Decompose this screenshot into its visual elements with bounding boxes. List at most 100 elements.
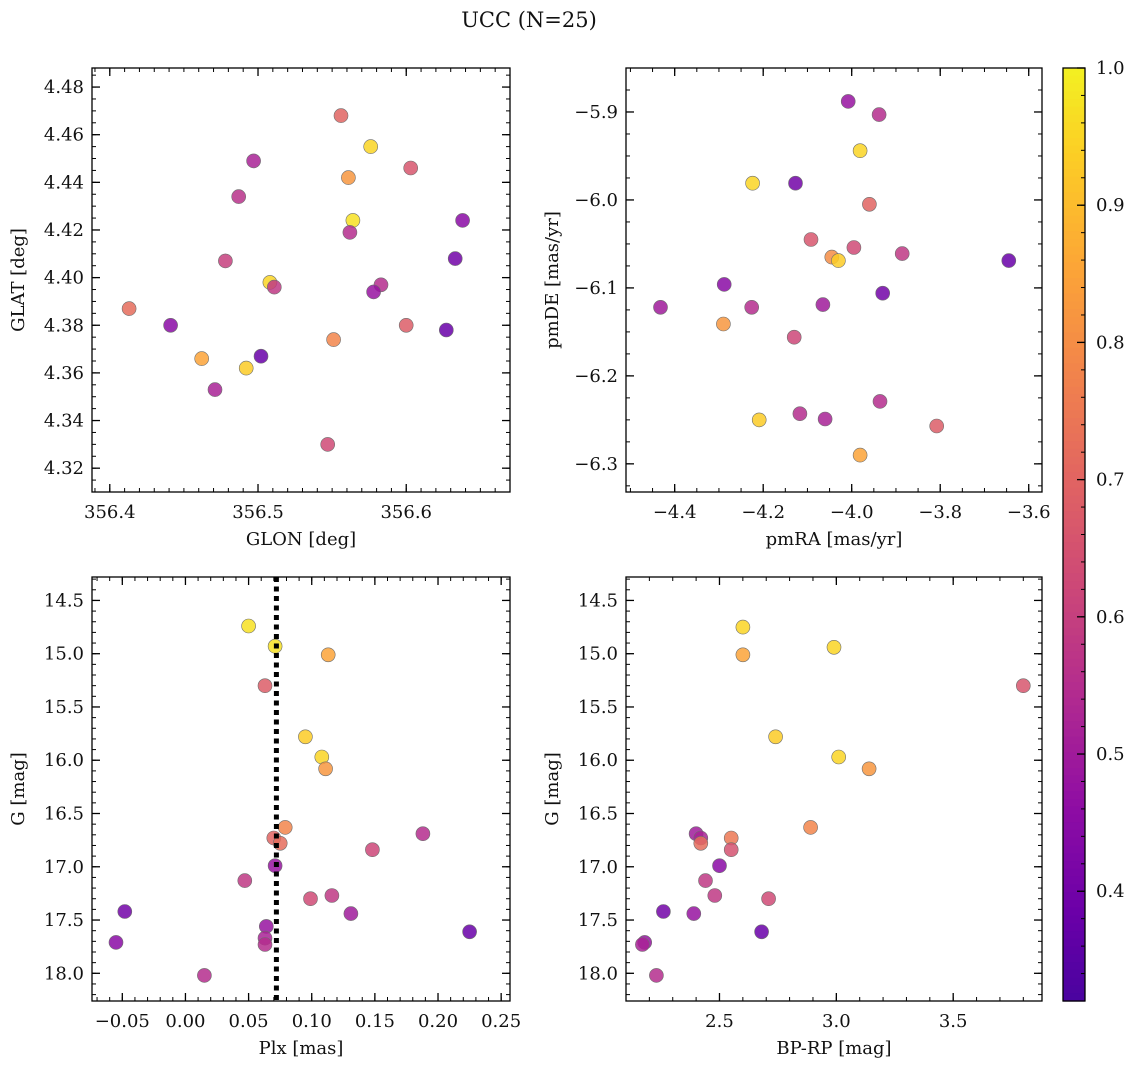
data-point bbox=[735, 619, 751, 635]
colorbar-tick-label: 0.9 bbox=[1096, 195, 1125, 216]
y-tick-label: 4.44 bbox=[44, 172, 84, 193]
y-tick-label: 17.0 bbox=[578, 857, 618, 878]
data-point bbox=[852, 447, 868, 463]
data-point bbox=[363, 139, 379, 154]
colorbar-segment bbox=[1063, 550, 1085, 559]
colorbar-segment bbox=[1063, 386, 1085, 396]
x-tick-label: 3.5 bbox=[939, 1011, 968, 1032]
colorbar-segment bbox=[1063, 969, 1085, 979]
colorbar-segment bbox=[1063, 223, 1085, 232]
figure-title: UCC (N=25) bbox=[461, 8, 597, 32]
colorbar-segment bbox=[1063, 464, 1085, 473]
x-tick-label: 356.5 bbox=[232, 502, 284, 523]
colorbar-segment bbox=[1063, 604, 1085, 613]
colorbar-segment bbox=[1063, 324, 1085, 333]
data-point bbox=[846, 240, 862, 255]
colorbar-segment bbox=[1063, 759, 1085, 769]
data-point bbox=[751, 412, 767, 428]
colorbar-segment bbox=[1063, 736, 1085, 746]
colorbar-segment bbox=[1063, 876, 1085, 885]
y-tick-label: 15.5 bbox=[44, 697, 84, 718]
colorbar-segment bbox=[1063, 309, 1085, 318]
x-tick-label: 0.10 bbox=[292, 1011, 332, 1032]
data-point bbox=[320, 647, 336, 663]
colorbar-segment bbox=[1063, 946, 1085, 955]
y-tick-label: 17.5 bbox=[578, 910, 618, 931]
data-point bbox=[257, 678, 273, 694]
colorbar-segment bbox=[1063, 977, 1085, 987]
y-tick-label: 17.5 bbox=[44, 910, 84, 931]
colorbar-segment bbox=[1063, 993, 1085, 1002]
data-point bbox=[438, 322, 454, 338]
colorbar-segment bbox=[1063, 775, 1085, 784]
y-tick-label: 16.0 bbox=[578, 750, 618, 771]
colorbar-segment bbox=[1063, 293, 1085, 302]
data-point bbox=[341, 170, 356, 185]
colorbar-segment bbox=[1063, 767, 1085, 777]
x-tick-label: 3.0 bbox=[822, 1011, 851, 1032]
data-point bbox=[754, 924, 769, 940]
colorbar-segment bbox=[1063, 814, 1085, 823]
y-tick-label: 16.5 bbox=[578, 804, 618, 825]
data-point bbox=[207, 382, 223, 397]
data-point bbox=[698, 873, 713, 888]
colorbar-segment bbox=[1063, 75, 1085, 85]
data-point bbox=[326, 332, 341, 347]
colorbar-segment bbox=[1063, 853, 1085, 862]
data-point bbox=[415, 826, 431, 842]
colorbar-segment bbox=[1063, 518, 1085, 528]
x-tick-label: 0.05 bbox=[229, 1011, 269, 1032]
colorbar-segment bbox=[1063, 962, 1085, 971]
data-point bbox=[788, 175, 803, 191]
y-tick-label: −6.0 bbox=[574, 190, 618, 211]
colorbar-segment bbox=[1063, 931, 1085, 940]
ticks bbox=[626, 67, 1042, 492]
y-axis-label: G [mag] bbox=[542, 752, 563, 825]
axes-frame bbox=[625, 67, 1043, 493]
y-tick-label: 4.38 bbox=[44, 315, 84, 336]
colorbar-segment bbox=[1063, 511, 1085, 520]
data-point bbox=[817, 411, 833, 427]
colorbar-segment bbox=[1063, 246, 1085, 256]
data-point bbox=[241, 618, 256, 634]
colorbar-segment bbox=[1063, 347, 1085, 357]
colorbar-segment bbox=[1063, 301, 1085, 310]
data-point bbox=[108, 935, 124, 950]
data-point bbox=[686, 906, 702, 921]
data-point bbox=[735, 647, 751, 663]
colorbar-segment bbox=[1063, 145, 1085, 155]
y-tick-label: 4.40 bbox=[44, 268, 84, 289]
colorbar-segment bbox=[1063, 954, 1085, 963]
data-point bbox=[761, 891, 776, 907]
colorbar-segment bbox=[1063, 542, 1085, 551]
y-tick-label: 4.36 bbox=[44, 363, 84, 384]
x-axis-label: pmRA [mas/yr] bbox=[766, 529, 903, 550]
colorbar-segment bbox=[1063, 153, 1085, 162]
y-tick-label: 15.0 bbox=[44, 644, 84, 665]
data-point bbox=[862, 197, 877, 212]
panel-pmra-pmde: −4.4 −4.2 −4.0 −3.8 −3.6 −6.3 −6.2 −6.1 −6.0 −5.9… bbox=[542, 67, 1051, 550]
data-point bbox=[861, 761, 877, 777]
colorbar-segment bbox=[1063, 861, 1085, 870]
colorbar-segment bbox=[1063, 651, 1085, 660]
colorbar-segment bbox=[1063, 239, 1085, 248]
y-tick-label: 4.34 bbox=[44, 411, 84, 432]
colorbar-segment bbox=[1063, 588, 1085, 598]
colorbar-segment bbox=[1063, 752, 1085, 761]
colorbar-segment bbox=[1063, 340, 1085, 349]
data-point bbox=[744, 299, 760, 315]
colorbar-segment bbox=[1063, 410, 1085, 419]
colorbar-segment bbox=[1063, 744, 1085, 753]
colorbar-segment bbox=[1063, 184, 1085, 194]
data-point bbox=[929, 418, 945, 434]
y-tick-label: 14.5 bbox=[578, 590, 618, 611]
colorbar-segment bbox=[1063, 868, 1085, 878]
colorbar-segment bbox=[1063, 635, 1085, 644]
y-axis-label: G [mag] bbox=[8, 752, 29, 825]
x-tick-label: 2.5 bbox=[705, 1011, 734, 1032]
colorbar-segment bbox=[1063, 697, 1085, 707]
data-point bbox=[693, 835, 709, 851]
ticks bbox=[92, 68, 511, 493]
data-point bbox=[792, 406, 808, 422]
